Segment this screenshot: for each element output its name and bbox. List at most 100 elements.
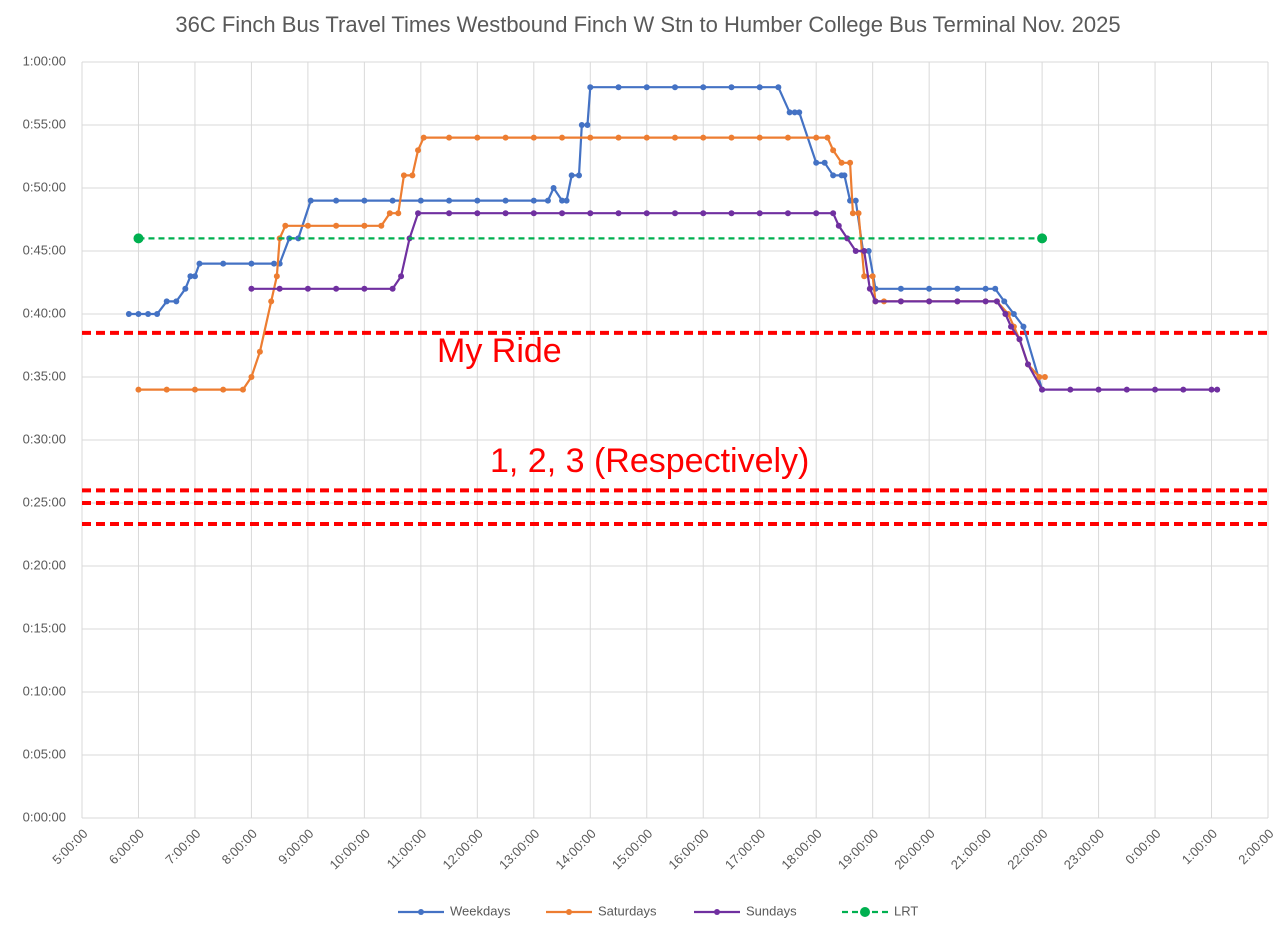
data-point (530, 197, 537, 204)
data-point (135, 311, 142, 317)
data-point (672, 134, 678, 141)
data-point (813, 210, 820, 217)
legend-marker (714, 909, 720, 915)
data-point (852, 248, 859, 254)
data-point (861, 273, 868, 280)
y-tick-label: 0:30:00 (23, 431, 66, 446)
data-point (728, 134, 735, 141)
data-point (333, 222, 340, 229)
data-point (954, 285, 961, 292)
data-point (361, 285, 368, 292)
data-point (191, 386, 198, 393)
data-point (530, 134, 537, 141)
data-point (897, 298, 904, 305)
y-tick-label: 0:00:00 (23, 809, 66, 824)
data-point (182, 285, 189, 292)
data-point (830, 210, 837, 217)
data-point (993, 298, 1000, 305)
data-point (700, 210, 707, 217)
data-point (1008, 323, 1015, 330)
x-tick-label: 22:00:00 (1004, 826, 1050, 872)
x-tick-label: 1:00:00 (1179, 826, 1220, 867)
data-point (954, 298, 961, 305)
data-point (256, 348, 263, 355)
data-point (1024, 361, 1031, 368)
data-point (643, 84, 650, 91)
legend-label: Weekdays (450, 903, 511, 918)
data-point (268, 298, 275, 305)
data-point (844, 235, 851, 242)
data-point (135, 386, 142, 393)
y-tick-label: 0:40:00 (23, 305, 66, 320)
series-line (251, 212, 1218, 391)
legend-label: Saturdays (598, 903, 657, 918)
data-point (1020, 323, 1027, 330)
data-point (865, 248, 872, 254)
data-point (587, 84, 594, 91)
x-tick-label: 7:00:00 (162, 826, 203, 867)
data-point (446, 210, 453, 217)
data-point (824, 134, 831, 141)
x-tick-label: 12:00:00 (439, 826, 485, 872)
y-tick-label: 0:35:00 (23, 368, 66, 383)
data-point (307, 197, 314, 204)
data-point (700, 134, 707, 141)
data-point (1152, 386, 1159, 393)
data-point (615, 84, 622, 91)
x-tick-label: 17:00:00 (722, 826, 768, 872)
data-point (333, 197, 340, 204)
data-point (643, 134, 650, 141)
data-point (830, 147, 837, 154)
x-tick-label: 21:00:00 (948, 826, 994, 872)
legend-marker (566, 909, 572, 915)
data-point (872, 298, 879, 305)
data-point (1016, 336, 1023, 343)
data-point (672, 210, 678, 217)
data-point (821, 159, 828, 166)
data-point (145, 311, 152, 317)
data-point (378, 222, 385, 229)
data-point (587, 210, 594, 217)
data-point (559, 134, 566, 141)
y-tick-label: 1:00:00 (23, 53, 66, 68)
data-point (446, 134, 453, 141)
data-point (861, 248, 868, 254)
data-point (196, 260, 203, 267)
x-tick-label: 19:00:00 (835, 826, 881, 872)
data-point (191, 273, 198, 280)
x-tick-label: 5:00:00 (49, 826, 90, 867)
data-point (784, 210, 791, 217)
legend-label: LRT (894, 903, 918, 918)
data-point (446, 197, 453, 204)
data-point (389, 197, 396, 204)
data-point (643, 210, 650, 217)
data-point (852, 197, 859, 204)
data-point (841, 172, 848, 179)
data-point (248, 260, 255, 267)
data-point (125, 311, 132, 317)
data-point (1036, 374, 1043, 380)
data-point (982, 298, 989, 305)
data-point (415, 147, 422, 154)
data-point (220, 386, 227, 393)
data-point (775, 84, 782, 91)
data-point (415, 210, 422, 217)
data-point (544, 197, 551, 204)
data-point (409, 172, 416, 179)
x-tick-label: 15:00:00 (609, 826, 655, 872)
y-tick-label: 0:15:00 (23, 620, 66, 635)
x-tick-label: 6:00:00 (106, 826, 147, 867)
x-tick-label: 14:00:00 (552, 826, 598, 872)
data-point (417, 197, 424, 204)
data-point (502, 134, 509, 141)
series-line (128, 86, 1044, 390)
data-point (813, 159, 820, 166)
data-point (389, 285, 396, 292)
annotation: 1, 2, 3 (Respectively) (490, 442, 809, 480)
data-point (273, 273, 280, 280)
data-point (1180, 386, 1187, 393)
y-tick-label: 0:10:00 (23, 683, 66, 698)
data-point (248, 285, 255, 292)
annotation: My Ride (437, 332, 562, 370)
